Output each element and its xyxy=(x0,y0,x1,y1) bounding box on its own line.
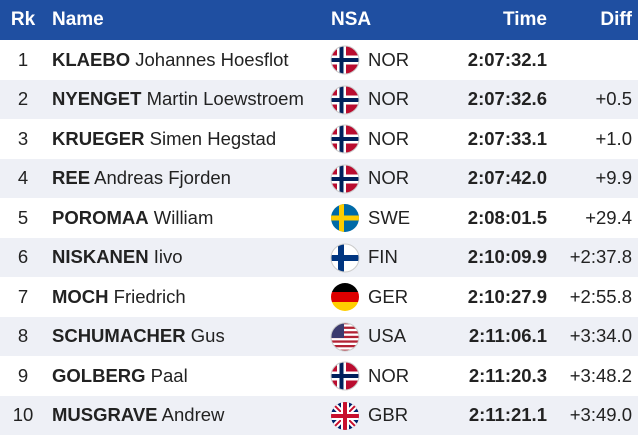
nsa-code: NOR xyxy=(368,48,410,70)
surname: MOCH xyxy=(52,285,109,307)
time: 2:10:27.9 xyxy=(467,285,547,307)
nsa-code: NOR xyxy=(368,364,410,386)
given-name: Andrew xyxy=(161,404,225,426)
nsa-code: GBR xyxy=(368,404,409,426)
header-time: Time xyxy=(502,9,547,30)
surname: GOLBERG xyxy=(52,364,146,386)
rank: 3 xyxy=(17,127,29,149)
table-body: 1 KLAEBO Johannes Hoesflot NOR 2:07:32.1 2 NY… xyxy=(0,40,638,435)
rank: 9 xyxy=(17,364,29,386)
result-row: 8 SCHUMACHER Gus USA 2:11:06.1 +3:34.0 xyxy=(0,316,638,356)
time: 2:11:20.3 xyxy=(468,364,547,386)
athlete-name: SCHUMACHER Gus xyxy=(52,325,225,347)
given-name: Martin Loewstroem xyxy=(146,88,304,110)
rank: 8 xyxy=(17,325,29,347)
nsa-code: USA xyxy=(368,325,407,347)
time: 2:08:01.5 xyxy=(467,206,547,228)
result-row: 6 NISKANEN Iivo FIN 2:10:09.9 +2:37.8 xyxy=(0,237,638,277)
flag-icon xyxy=(330,361,360,391)
flag-icon xyxy=(330,401,360,431)
time: 2:07:32.1 xyxy=(467,48,547,70)
result-row: 1 KLAEBO Johannes Hoesflot NOR 2:07:32.1 xyxy=(0,40,638,80)
surname: KRUEGER xyxy=(52,127,145,149)
nsa-code: NOR xyxy=(368,127,410,149)
nsa-code: GER xyxy=(368,285,409,307)
surname: MUSGRAVE xyxy=(52,404,158,426)
athlete-name: KRUEGER Simen Hegstad xyxy=(52,128,276,150)
flag-icon xyxy=(330,45,360,75)
rank: 1 xyxy=(17,48,29,70)
given-name: William xyxy=(153,206,214,228)
flag-icon xyxy=(330,124,360,154)
given-name: Andreas Fjorden xyxy=(94,167,231,189)
diff: +0.5 xyxy=(595,88,632,110)
time: 2:07:42.0 xyxy=(467,167,547,189)
rank: 2 xyxy=(17,88,29,110)
athlete-name: MOCH Friedrich xyxy=(52,286,186,308)
rank: 5 xyxy=(17,206,29,228)
diff: +9.9 xyxy=(595,167,632,189)
given-name: Gus xyxy=(190,325,225,347)
diff: +2:55.8 xyxy=(569,285,632,307)
athlete-name: NYENGET Martin Loewstroem xyxy=(52,88,304,110)
surname: REE xyxy=(52,167,91,189)
flag-icon xyxy=(330,282,360,312)
surname: NYENGET xyxy=(52,88,142,110)
result-row: 7 MOCH Friedrich GER 2:10:27.9 +2:55.8 xyxy=(0,277,638,317)
given-name: Paal xyxy=(150,364,188,386)
athlete-name: KLAEBO Johannes Hoesflot xyxy=(52,49,289,71)
diff: +1.0 xyxy=(595,127,632,149)
flag-icon xyxy=(330,164,360,194)
flag-icon xyxy=(330,203,360,233)
given-name: Simen Hegstad xyxy=(149,127,277,149)
diff: +3:34.0 xyxy=(569,325,632,347)
time: 2:11:21.1 xyxy=(468,404,547,426)
result-row: 4 REE Andreas Fjorden NOR 2:07:42.0 +9.9 xyxy=(0,158,638,198)
surname: KLAEBO xyxy=(52,48,131,70)
result-row: 5 POROMAA William SWE 2:08:01.5 +29.4 xyxy=(0,198,638,238)
time: 2:11:06.1 xyxy=(468,325,547,347)
rank: 6 xyxy=(17,246,29,268)
rank: 4 xyxy=(17,167,29,189)
result-row: 2 NYENGET Martin Loewstroem NOR 2:07:32.6 +0… xyxy=(0,79,638,119)
diff: +3:48.2 xyxy=(569,364,632,386)
nsa-code: FIN xyxy=(368,246,398,268)
nsa-code: SWE xyxy=(368,206,411,228)
surname: POROMAA xyxy=(52,206,149,228)
athlete-name: REE Andreas Fjorden xyxy=(52,167,231,189)
nsa-code: NOR xyxy=(368,88,410,110)
athlete-name: NISKANEN Iivo xyxy=(52,246,183,268)
given-name: Iivo xyxy=(153,246,183,268)
result-row: 3 KRUEGER Simen Hegstad NOR 2:07:33.1 +1.0 xyxy=(0,119,638,159)
given-name: Johannes Hoesflot xyxy=(135,48,289,70)
rank: 10 xyxy=(12,404,34,426)
diff: +2:37.8 xyxy=(569,246,632,268)
nsa-code: NOR xyxy=(368,167,410,189)
header-name: Name xyxy=(52,9,104,30)
header-nsa: NSA xyxy=(331,9,372,30)
diff: +29.4 xyxy=(585,206,632,228)
header-row: Rk Name NSA Time Diff xyxy=(0,0,638,40)
athlete-name: MUSGRAVE Andrew xyxy=(52,404,224,426)
time: 2:07:33.1 xyxy=(467,127,547,149)
flag-icon xyxy=(330,322,360,352)
surname: NISKANEN xyxy=(52,246,149,268)
given-name: Friedrich xyxy=(113,285,186,307)
athlete-name: GOLBERG Paal xyxy=(52,365,188,387)
rank: 7 xyxy=(17,285,29,307)
header-rank: Rk xyxy=(10,9,36,30)
time: 2:10:09.9 xyxy=(467,246,547,268)
header-diff: Diff xyxy=(600,9,632,30)
result-row: 9 GOLBERG Paal NOR 2:11:20.3 +3:48.2 xyxy=(0,356,638,396)
flag-icon xyxy=(330,85,360,115)
result-row: 10 MUSGRAVE Andrew GBR 2:11:21.1 +3:49.0 xyxy=(0,395,638,435)
time: 2:07:32.6 xyxy=(467,88,547,110)
flag-icon xyxy=(330,243,360,273)
diff: +3:49.0 xyxy=(569,404,632,426)
surname: SCHUMACHER xyxy=(52,325,186,347)
athlete-name: POROMAA William xyxy=(52,207,213,229)
